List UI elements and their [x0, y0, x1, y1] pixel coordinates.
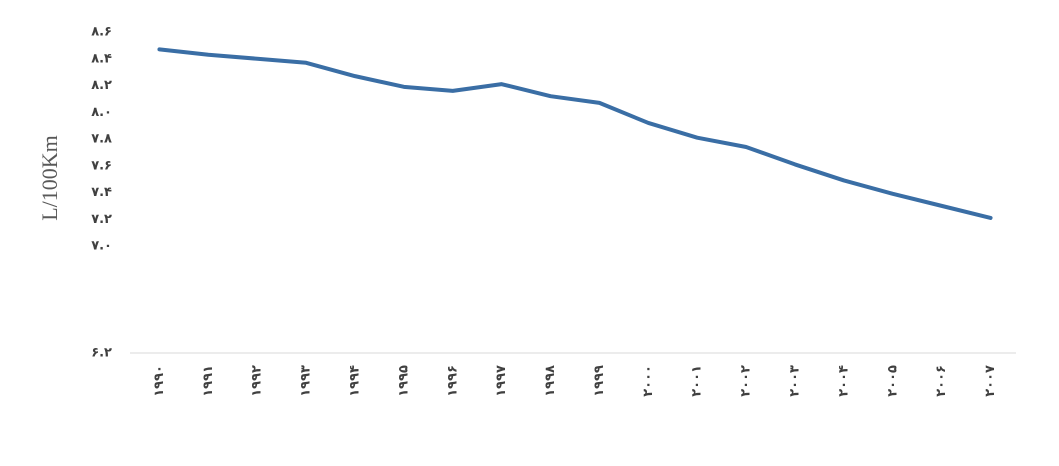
x-tick-label: ۱۹۹۱ [201, 365, 216, 397]
x-tick-label: ۲۰۰۲ [739, 365, 754, 397]
y-tick-label: ۷.۴ [91, 185, 112, 200]
y-tick-label: ۷.۸ [91, 132, 112, 147]
x-tick-label: ۱۹۹۰ [152, 365, 167, 397]
x-tick-label: ۲۰۰۴ [836, 365, 851, 397]
x-tick-label: ۲۰۰۳ [788, 365, 803, 397]
x-tick-label: ۲۰۰۱ [690, 365, 705, 397]
y-tick-label: ۸.۰ [91, 105, 112, 120]
y-tick-label: ۶.۲ [91, 346, 112, 361]
data-line [157, 47, 993, 220]
x-tick-label: ۲۰۰۶ [934, 365, 949, 397]
y-tick-label: ۷.۲ [91, 212, 112, 227]
x-tick-label: ۲۰۰۷ [983, 365, 998, 397]
x-tick-label: ۲۰۰۵ [885, 365, 900, 397]
x-tick-label: ۱۹۹۳ [299, 365, 314, 397]
y-tick-label: ۷.۰ [91, 239, 112, 254]
x-tick-label: ۱۹۹۷ [494, 365, 509, 397]
y-tick-label: ۸.۲ [91, 78, 112, 93]
y-tick-label: ۸.۶ [91, 25, 112, 40]
y-tick-label: ۸.۴ [91, 51, 112, 66]
y-tick-label: ۷.۶ [91, 158, 112, 173]
x-tick-label: ۱۹۹۲ [250, 365, 265, 397]
x-tick-label: ۱۹۹۵ [396, 365, 411, 397]
x-tick-label: ۲۰۰۰ [641, 365, 656, 397]
x-tick-label: ۱۹۹۶ [445, 365, 460, 397]
x-tick-label: ۱۹۹۸ [543, 365, 558, 397]
x-tick-label: ۱۹۹۹ [592, 365, 607, 397]
y-axis-title: L/100Km [37, 135, 62, 221]
x-tick-label: ۱۹۹۴ [348, 365, 363, 397]
